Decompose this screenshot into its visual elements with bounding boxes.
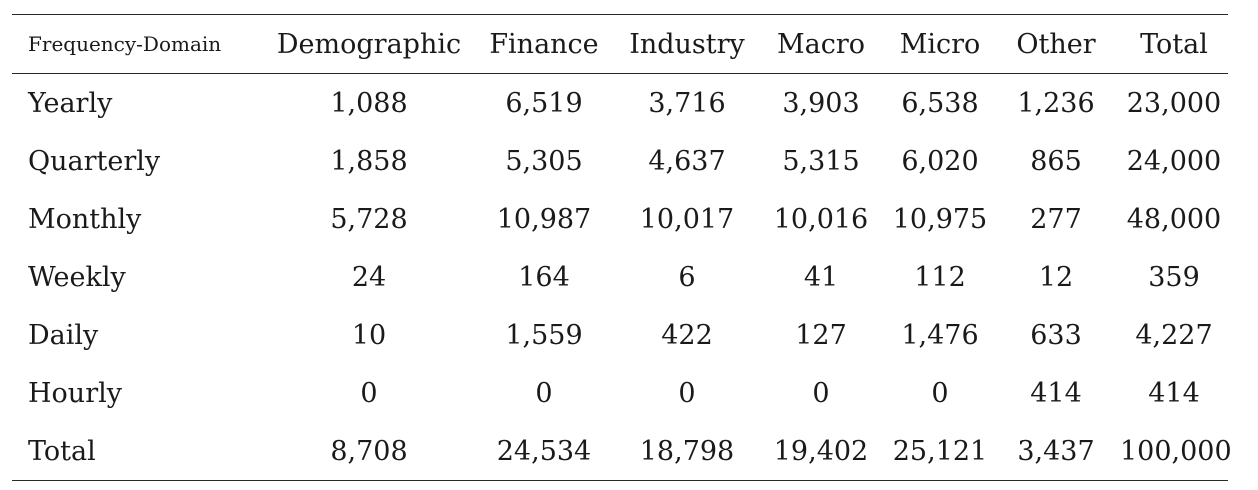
row-label: Total [28, 435, 96, 467]
table-cell: 1,088 [330, 87, 408, 119]
table-cell: 41 [803, 261, 839, 293]
table-cell: 5,728 [330, 203, 408, 235]
table-cell: 6,538 [901, 87, 979, 119]
table-cell: 277 [1030, 203, 1082, 235]
column-header: Micro [899, 28, 981, 60]
header-row: Frequency-Domain Demographic Finance Ind… [12, 15, 1228, 73]
column-header: Macro [776, 28, 866, 60]
bottom-rule [12, 480, 1228, 481]
table-cell: 0 [678, 377, 696, 409]
table-cell: 3,903 [782, 87, 860, 119]
column-header: Total [1140, 28, 1208, 60]
table-cell: 4,637 [648, 145, 726, 177]
table-row: Hourly 0 0 0 0 0 414 414 [12, 364, 1228, 422]
frequency-domain-table: Frequency-Domain Demographic Finance Ind… [12, 15, 1228, 73]
header-rule [12, 73, 1228, 74]
table-cell: 24,000 [1126, 145, 1222, 177]
table-cell: 414 [1030, 377, 1082, 409]
table-row: Daily 10 1,559 422 127 1,476 633 4,227 [12, 306, 1228, 364]
table-row: Yearly 1,088 6,519 3,716 3,903 6,538 1,236 23,0… [12, 74, 1228, 132]
table-cell: 25,121 [892, 435, 988, 467]
table-cell: 359 [1148, 261, 1200, 293]
table-cell: 5,315 [782, 145, 860, 177]
table-cell: 24,534 [496, 435, 592, 467]
table-cell: 4,227 [1135, 319, 1213, 351]
table-cell: 6,020 [901, 145, 979, 177]
row-label: Yearly [28, 87, 113, 119]
table-cell: 24 [351, 261, 387, 293]
frequency-domain-table-body: Yearly 1,088 6,519 3,716 3,903 6,538 1,236 23,0… [12, 74, 1232, 480]
table-row: Quarterly 1,858 5,305 4,637 5,315 6,020 865 24,… [12, 132, 1228, 190]
table-row: Weekly 24 164 6 41 112 12 359 [12, 248, 1228, 306]
table-cell: 0 [535, 377, 553, 409]
table-cell: 1,858 [330, 145, 408, 177]
table-cell: 6,519 [505, 87, 583, 119]
column-header: Demographic [276, 28, 462, 60]
row-label: Hourly [28, 377, 122, 409]
table-cell: 0 [812, 377, 830, 409]
table-row: Monthly 5,728 10,987 10,017 10,016 10,975 277 4… [12, 190, 1228, 248]
row-label: Monthly [28, 203, 142, 235]
row-label: Daily [28, 319, 99, 351]
table-cell: 865 [1030, 145, 1082, 177]
table-cell: 164 [518, 261, 570, 293]
table-cell: 112 [914, 261, 966, 293]
table-cell: 0 [360, 377, 378, 409]
table-cell: 3,716 [648, 87, 726, 119]
top-rule [12, 14, 1228, 15]
table-row: Total 8,708 24,534 18,798 19,402 25,121 3,437 1… [12, 422, 1232, 480]
row-label: Quarterly [28, 145, 161, 177]
table-cell: 23,000 [1126, 87, 1222, 119]
row-label: Weekly [28, 261, 126, 293]
table-cell: 422 [661, 319, 713, 351]
data-table-container: Frequency-Domain Demographic Finance Ind… [12, 14, 1232, 481]
table-cell: 48,000 [1126, 203, 1222, 235]
table-cell: 8,708 [330, 435, 408, 467]
table-cell: 10,017 [639, 203, 735, 235]
table-cell: 12 [1038, 261, 1074, 293]
column-header: Frequency-Domain [28, 32, 222, 56]
table-cell: 10,987 [496, 203, 592, 235]
column-header: Finance [489, 28, 599, 60]
table-cell: 633 [1030, 319, 1082, 351]
column-header: Industry [629, 28, 745, 60]
table-cell: 1,236 [1017, 87, 1095, 119]
table-cell: 5,305 [505, 145, 583, 177]
table-cell: 127 [795, 319, 847, 351]
table-cell: 19,402 [773, 435, 869, 467]
table-cell: 1,476 [901, 319, 979, 351]
table-cell: 414 [1148, 377, 1200, 409]
column-header: Other [1016, 28, 1096, 60]
table-cell: 100,000 [1120, 435, 1232, 467]
table-cell: 10,016 [773, 203, 869, 235]
table-cell: 1,559 [505, 319, 583, 351]
table-cell: 0 [931, 377, 949, 409]
table-cell: 10 [351, 319, 387, 351]
table-cell: 6 [678, 261, 696, 293]
table-cell: 3,437 [1017, 435, 1095, 467]
table-cell: 10,975 [892, 203, 988, 235]
table-cell: 18,798 [639, 435, 735, 467]
